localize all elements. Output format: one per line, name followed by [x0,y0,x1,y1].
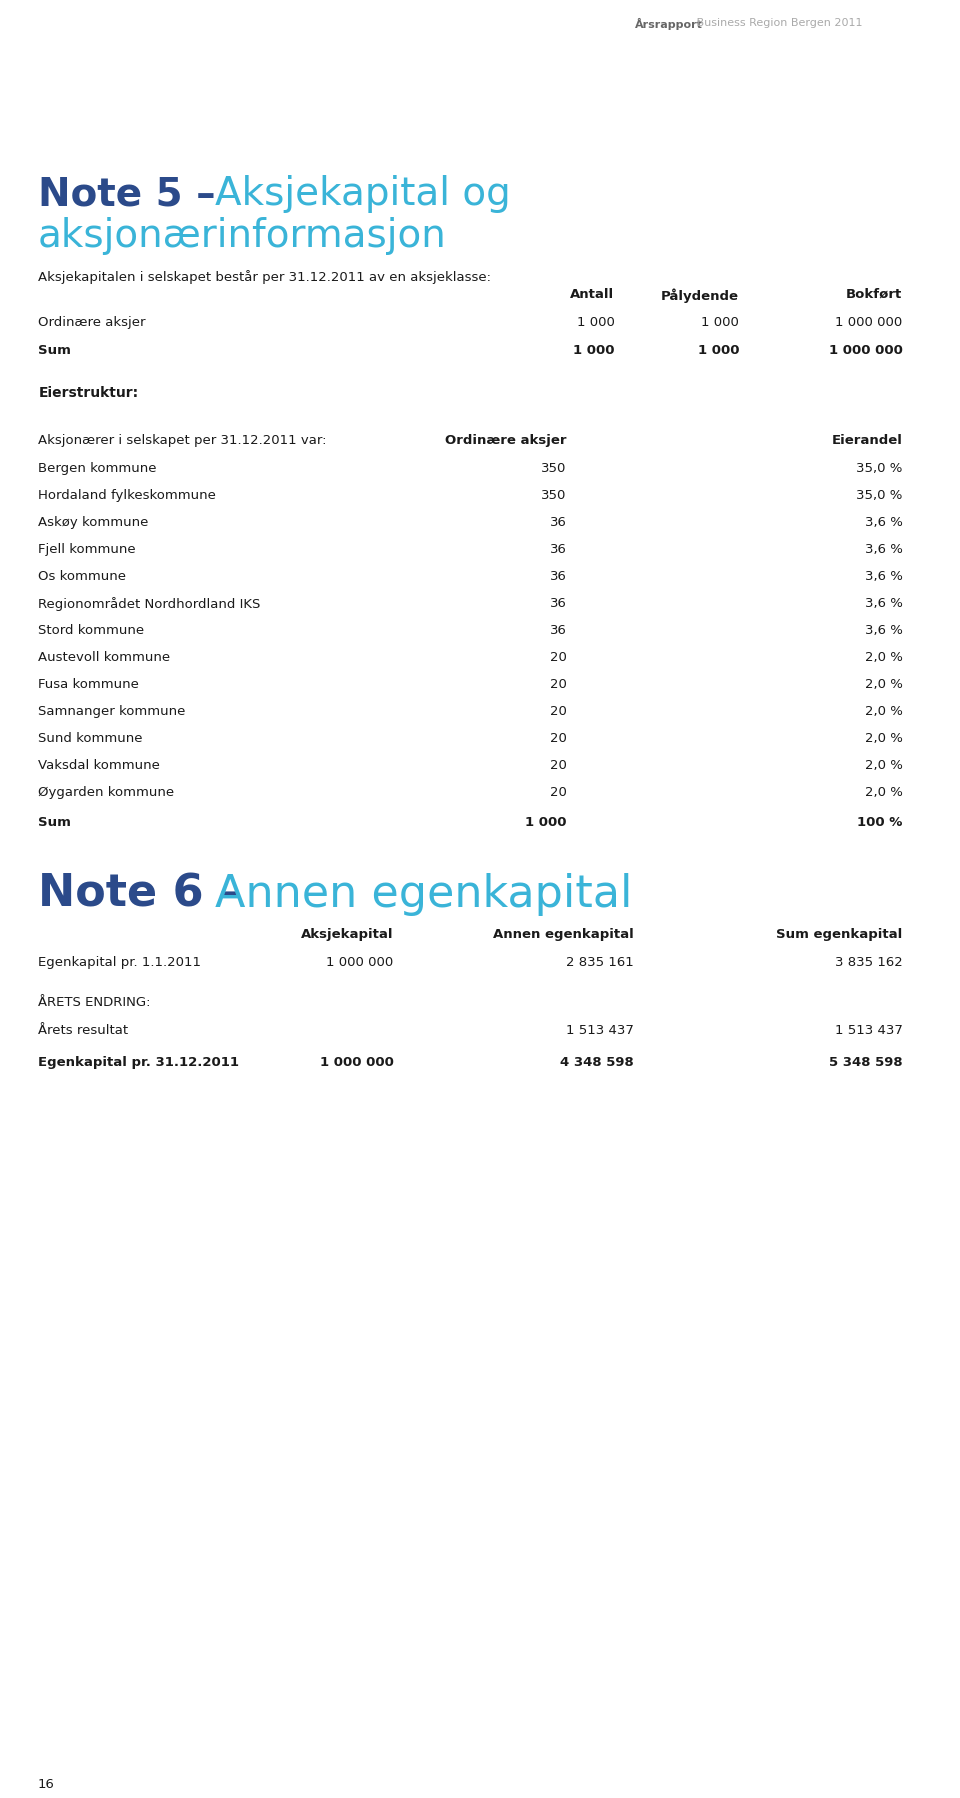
Text: 1 513 437: 1 513 437 [834,1025,902,1037]
Text: 1 000: 1 000 [698,343,739,358]
Text: 36: 36 [549,624,566,636]
Text: Eierandel: Eierandel [831,433,902,448]
Text: ÅRETS ENDRING:: ÅRETS ENDRING: [38,996,151,1009]
Text: 3,6 %: 3,6 % [865,597,902,610]
Text: 2,0 %: 2,0 % [865,678,902,690]
Text: Fusa kommune: Fusa kommune [38,678,139,690]
Text: Business Region Bergen 2011: Business Region Bergen 2011 [693,18,862,29]
Text: 1 000 000: 1 000 000 [320,1055,394,1070]
Text: Egenkapital pr. 1.1.2011: Egenkapital pr. 1.1.2011 [38,957,202,969]
Text: Pålydende: Pålydende [661,288,739,302]
Text: 2,0 %: 2,0 % [865,705,902,717]
Text: Vaksdal kommune: Vaksdal kommune [38,759,160,771]
Text: 1 000: 1 000 [577,316,614,329]
Text: Askøy kommune: Askøy kommune [38,516,149,529]
Text: 35,0 %: 35,0 % [856,462,902,475]
Text: Os kommune: Os kommune [38,570,127,583]
Text: Øygarden kommune: Øygarden kommune [38,786,175,798]
Text: 1 000: 1 000 [525,816,566,829]
Text: 2,0 %: 2,0 % [865,786,902,798]
Text: Bokført: Bokført [846,288,902,300]
Text: Ordinære aksjer: Ordinære aksjer [38,316,146,329]
Text: 16: 16 [38,1778,55,1791]
Text: Stord kommune: Stord kommune [38,624,145,636]
Text: 20: 20 [549,678,566,690]
Text: 2,0 %: 2,0 % [865,732,902,744]
Text: 36: 36 [549,597,566,610]
Text: Årets resultat: Årets resultat [38,1025,129,1037]
Text: Egenkapital pr. 31.12.2011: Egenkapital pr. 31.12.2011 [38,1055,239,1070]
Text: 3 835 162: 3 835 162 [834,957,902,969]
Text: 3,6 %: 3,6 % [865,624,902,636]
Text: 2,0 %: 2,0 % [865,651,902,663]
Text: Note 5 –: Note 5 – [38,174,229,212]
Text: 20: 20 [549,759,566,771]
Text: 3,6 %: 3,6 % [865,543,902,556]
Text: 1 000: 1 000 [702,316,739,329]
Text: 1 000 000: 1 000 000 [326,957,394,969]
Text: Aksjekapitalen i selskapet består per 31.12.2011 av en aksjeklasse:: Aksjekapitalen i selskapet består per 31… [38,270,491,284]
Text: 3,6 %: 3,6 % [865,570,902,583]
Text: Bergen kommune: Bergen kommune [38,462,156,475]
Text: 5 348 598: 5 348 598 [828,1055,902,1070]
Text: 100 %: 100 % [857,816,902,829]
Text: Aksjonærer i selskapet per 31.12.2011 var:: Aksjonærer i selskapet per 31.12.2011 va… [38,433,327,448]
Text: aksjonærinformasjon: aksjonærinformasjon [38,218,446,255]
Text: Samnanger kommune: Samnanger kommune [38,705,186,717]
Text: Annen egenkapital: Annen egenkapital [492,928,634,940]
Text: Antall: Antall [570,288,614,300]
Text: Regionområdet Nordhordland IKS: Regionområdet Nordhordland IKS [38,597,261,611]
Text: 2 835 161: 2 835 161 [565,957,634,969]
Text: 35,0 %: 35,0 % [856,489,902,502]
Text: Note 6 –: Note 6 – [38,874,257,915]
Text: Ordinære aksjer: Ordinære aksjer [444,433,566,448]
Text: Annen egenkapital: Annen egenkapital [215,874,633,915]
Text: 2,0 %: 2,0 % [865,759,902,771]
Text: 350: 350 [541,489,566,502]
Text: 3,6 %: 3,6 % [865,516,902,529]
Text: Sund kommune: Sund kommune [38,732,143,744]
Text: 20: 20 [549,786,566,798]
Text: Aksjekapital: Aksjekapital [301,928,394,940]
Text: 1 513 437: 1 513 437 [565,1025,634,1037]
Text: Aksjekapital og: Aksjekapital og [215,174,511,212]
Text: Eierstruktur:: Eierstruktur: [38,387,138,399]
Text: 1 000: 1 000 [573,343,614,358]
Text: 350: 350 [541,462,566,475]
Text: Sum: Sum [38,816,71,829]
Text: 20: 20 [549,651,566,663]
Text: Austevoll kommune: Austevoll kommune [38,651,171,663]
Text: Fjell kommune: Fjell kommune [38,543,136,556]
Text: 36: 36 [549,570,566,583]
Text: 1 000 000: 1 000 000 [828,343,902,358]
Text: Årsrapport: Årsrapport [635,18,703,31]
Text: 36: 36 [549,543,566,556]
Text: 1 000 000: 1 000 000 [835,316,902,329]
Text: Sum: Sum [38,343,71,358]
Text: 4 348 598: 4 348 598 [560,1055,634,1070]
Text: 20: 20 [549,732,566,744]
Text: 20: 20 [549,705,566,717]
Text: Hordaland fylkeskommune: Hordaland fylkeskommune [38,489,216,502]
Text: Sum egenkapital: Sum egenkapital [776,928,902,940]
Text: 36: 36 [549,516,566,529]
